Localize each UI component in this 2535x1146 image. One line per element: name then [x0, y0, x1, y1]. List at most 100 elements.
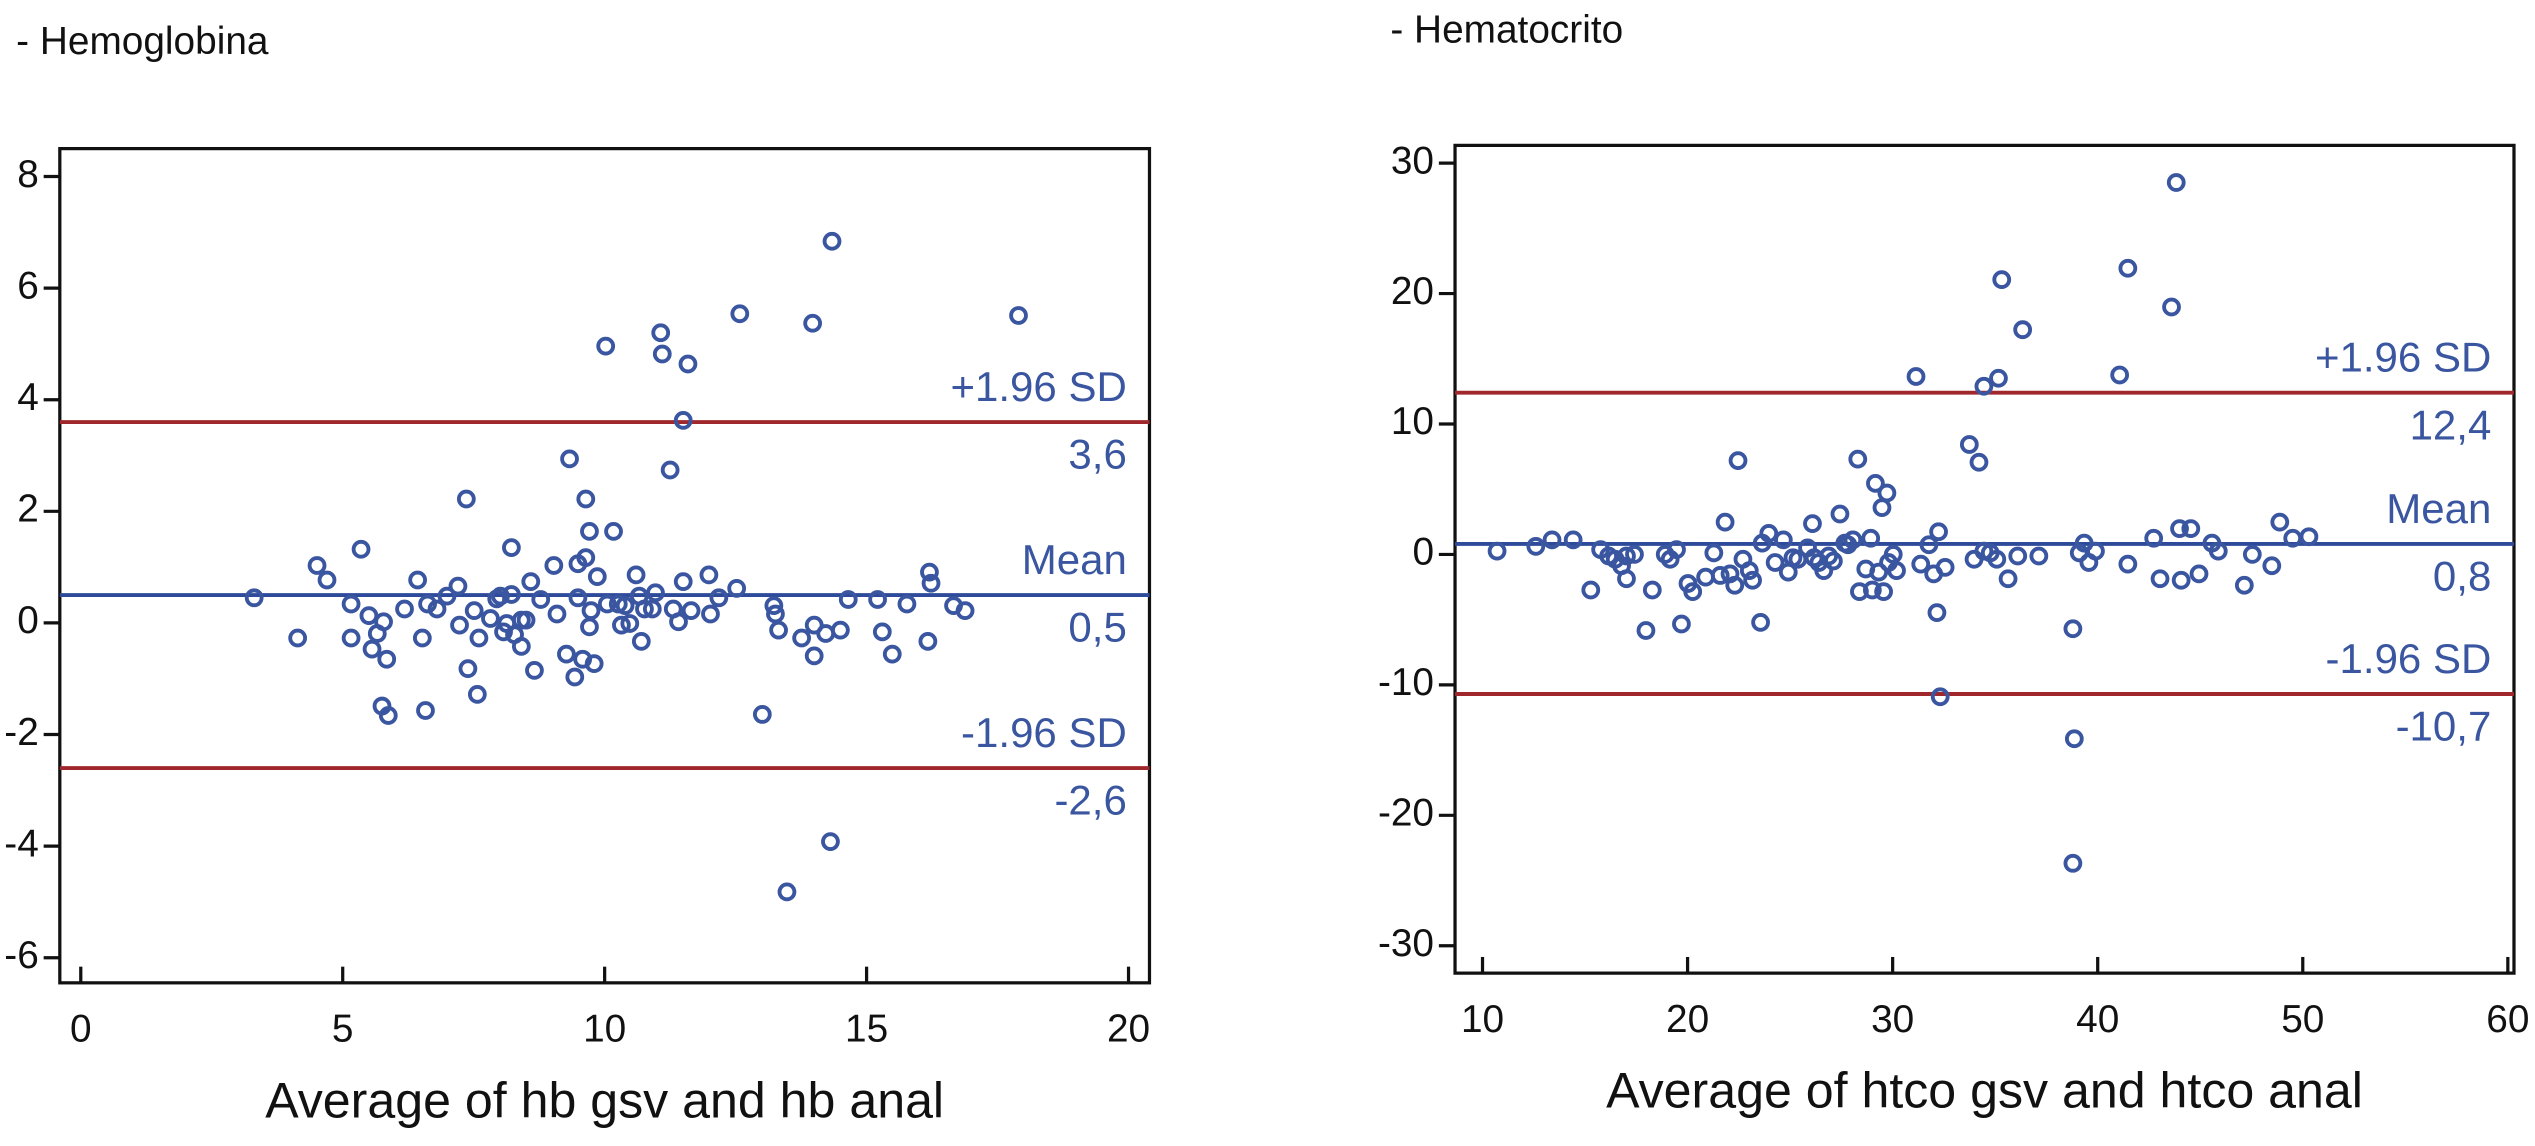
point — [1935, 557, 1955, 577]
point — [955, 601, 975, 621]
point — [418, 594, 437, 614]
point — [1617, 569, 1636, 589]
point — [547, 604, 567, 624]
y-tick-label: 6 — [17, 264, 39, 307]
point — [1862, 580, 1882, 600]
point — [804, 646, 824, 666]
point — [584, 654, 604, 674]
point — [374, 612, 393, 632]
point — [660, 460, 680, 480]
chart-title: - Hemoglobina — [16, 20, 269, 63]
x-tick-label: 60 — [2486, 998, 2529, 1041]
point — [821, 832, 840, 852]
point — [872, 622, 892, 642]
point — [2170, 519, 2189, 538]
point — [494, 622, 513, 642]
point — [709, 588, 729, 608]
point — [580, 522, 599, 541]
point — [427, 599, 447, 619]
point — [378, 706, 398, 725]
point — [244, 588, 264, 608]
x-tick-label: 40 — [2076, 998, 2119, 1041]
x-axis-label: Average of hb gsv and hb anal — [265, 1072, 944, 1128]
y-tick-label: -20 — [1378, 792, 1434, 835]
point — [1739, 561, 1759, 580]
point — [626, 565, 646, 585]
point — [1009, 306, 1028, 325]
point — [1672, 614, 1691, 634]
point — [764, 596, 784, 615]
point — [464, 601, 484, 621]
point — [727, 578, 747, 598]
point — [481, 609, 500, 628]
point — [359, 606, 379, 626]
point — [646, 583, 665, 603]
reference-line-name: Mean — [1022, 536, 1127, 583]
point — [581, 601, 601, 621]
point — [565, 667, 585, 687]
point — [1725, 575, 1745, 595]
point — [1887, 561, 1906, 580]
point — [341, 628, 361, 648]
y-tick-label: 8 — [17, 153, 39, 196]
point — [1869, 562, 1889, 582]
plot-frame — [58, 146, 1152, 985]
point — [341, 594, 361, 614]
point — [395, 599, 414, 619]
point — [467, 684, 487, 704]
point — [803, 313, 823, 333]
point — [1710, 566, 1730, 585]
point — [1526, 536, 1546, 556]
point — [307, 556, 327, 575]
point — [1919, 535, 1939, 555]
point — [2118, 554, 2138, 574]
point — [560, 449, 579, 469]
point — [2189, 564, 2209, 584]
point — [1877, 483, 1897, 503]
point — [1581, 580, 1601, 600]
point — [1906, 367, 1926, 386]
point — [511, 636, 531, 656]
y-tick-label: 4 — [17, 376, 39, 419]
point — [2166, 173, 2186, 192]
point — [1843, 530, 1863, 550]
point — [2150, 569, 2170, 589]
point — [1642, 580, 1662, 600]
reference-line-name: +1.96 SD — [2315, 333, 2491, 380]
x-tick-label: 15 — [845, 1008, 888, 1051]
point — [2110, 365, 2130, 385]
point — [1872, 498, 1892, 517]
reference-line-name: -1.96 SD — [961, 709, 1127, 756]
point — [362, 639, 382, 659]
point — [681, 601, 701, 621]
y-tick-label: 20 — [1391, 270, 1434, 313]
point — [576, 489, 596, 509]
point — [920, 562, 939, 582]
point — [604, 522, 623, 541]
point — [521, 572, 541, 592]
point — [2171, 570, 2191, 590]
point — [516, 610, 536, 630]
reference-line-value: 0,8 — [2433, 553, 2491, 600]
x-axis-label: Average of htco gsv and htco anal — [1606, 1063, 2363, 1119]
x-tick-label: 20 — [1107, 1008, 1150, 1051]
point — [1848, 449, 1868, 469]
point — [1830, 504, 1850, 524]
point — [2234, 575, 2254, 595]
point — [868, 590, 887, 609]
point — [596, 336, 616, 356]
reference-line-value: 0,5 — [1068, 604, 1126, 651]
point — [1743, 570, 1762, 590]
reference-line-name: +1.96 SD — [950, 363, 1126, 410]
point — [437, 586, 457, 606]
point — [730, 304, 750, 324]
point — [615, 596, 635, 615]
point — [699, 565, 719, 585]
point — [620, 614, 640, 633]
point — [1759, 524, 1779, 543]
y-tick-label: -6 — [4, 934, 38, 977]
point — [2242, 545, 2262, 564]
point — [2181, 519, 2201, 538]
point — [918, 631, 938, 651]
